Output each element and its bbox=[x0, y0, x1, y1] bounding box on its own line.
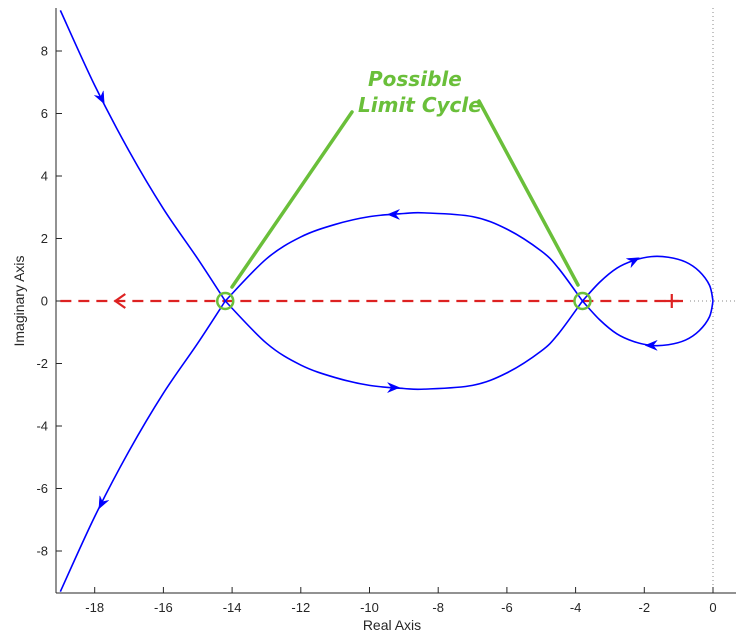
annotation-pointer-right bbox=[477, 99, 580, 287]
annotation-group: Possible Limit Cycle bbox=[230, 67, 580, 289]
x-tick-label: 0 bbox=[709, 600, 716, 615]
x-tick-label: -8 bbox=[432, 600, 444, 615]
y-tick-label: 2 bbox=[41, 231, 48, 246]
direction-arrow-2 bbox=[386, 209, 400, 220]
x-tick-label: -16 bbox=[154, 600, 173, 615]
y-tick-label: -4 bbox=[36, 419, 48, 434]
direction-arrow-4 bbox=[626, 257, 640, 268]
x-tick-label: -18 bbox=[85, 600, 104, 615]
locus-branch-4 bbox=[581, 255, 714, 302]
direction-arrows-group bbox=[94, 90, 658, 510]
negative-gain-arrow bbox=[113, 293, 126, 309]
y-tick-label: -8 bbox=[36, 544, 48, 559]
x-tick-label: -14 bbox=[223, 600, 242, 615]
y-tick-label: 8 bbox=[41, 44, 48, 59]
highlight-circles-group bbox=[215, 291, 592, 311]
direction-arrow-0 bbox=[94, 90, 105, 105]
y-axis-label: Imaginary Axis bbox=[11, 255, 27, 346]
locus-branch-1 bbox=[59, 300, 226, 592]
locus-branch-3 bbox=[224, 300, 584, 391]
locus-branch-0 bbox=[59, 10, 226, 302]
y-tick-label: 6 bbox=[41, 106, 48, 121]
locus-branch-5 bbox=[581, 300, 714, 347]
negative-gain-axis-group bbox=[60, 293, 683, 309]
annotation-pointer-left bbox=[230, 110, 354, 289]
direction-arrow-5 bbox=[644, 340, 658, 351]
x-tick-label: -10 bbox=[360, 600, 379, 615]
y-tick-label: -2 bbox=[36, 356, 48, 371]
ticks-group bbox=[56, 50, 714, 593]
y-tick-label: 4 bbox=[41, 169, 48, 184]
x-tick-label: -4 bbox=[570, 600, 582, 615]
locus-branch-2 bbox=[224, 211, 584, 302]
y-tick-label: 0 bbox=[41, 294, 48, 309]
x-tick-label: -6 bbox=[501, 600, 513, 615]
direction-arrow-1 bbox=[98, 495, 109, 510]
locus-series-group bbox=[59, 10, 714, 592]
breakaway-highlight-circle-0 bbox=[215, 291, 235, 311]
x-tick-label: -12 bbox=[291, 600, 310, 615]
x-tick-label: -2 bbox=[639, 600, 651, 615]
annotation-line-2: Limit Cycle bbox=[358, 93, 482, 117]
breakaway-highlight-circle-1 bbox=[573, 291, 592, 311]
x-axis-label: Real Axis bbox=[363, 617, 421, 633]
y-tick-label: -6 bbox=[36, 481, 48, 496]
annotation-line-1: Possible bbox=[368, 67, 462, 91]
direction-arrow-3 bbox=[387, 382, 401, 393]
tick-labels-group: -18 -16 -14 -12 -10 -8 -6 -4 -2 0 -8 -6 -4 -2 0 2 4 6 8 bbox=[36, 44, 716, 616]
